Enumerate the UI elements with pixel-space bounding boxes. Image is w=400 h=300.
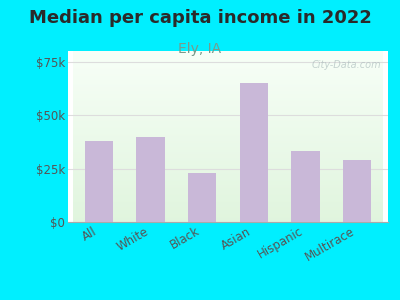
Text: Median per capita income in 2022: Median per capita income in 2022: [28, 9, 372, 27]
Bar: [291, 152, 320, 222]
Bar: [188, 173, 216, 222]
Text: City-Data.com: City-Data.com: [312, 59, 382, 70]
Bar: [136, 136, 165, 222]
Bar: [343, 160, 371, 222]
Bar: [85, 141, 113, 222]
Text: Ely, IA: Ely, IA: [178, 42, 222, 56]
Bar: [240, 83, 268, 222]
